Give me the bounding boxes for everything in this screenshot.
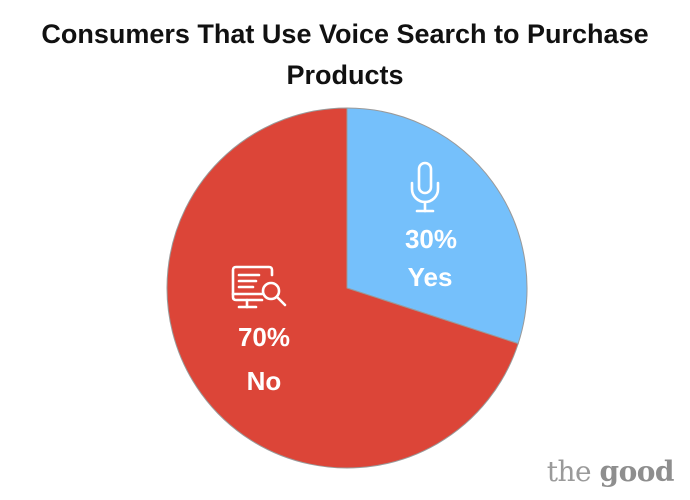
chart-title: Consumers That Use Voice Search to Purch… [0, 14, 690, 96]
chart-title-line-1: Consumers That Use Voice Search to Purch… [41, 19, 649, 49]
slice-yes-category-label: Yes [408, 262, 453, 292]
slice-no-category-label: No [247, 366, 282, 396]
pie-slice-yes [346, 107, 528, 345]
slice-yes-percent-label: 30% [405, 224, 457, 254]
pie-slice-no [166, 107, 519, 469]
brand-logo: the good [546, 455, 675, 488]
monitor-search-icon [231, 265, 287, 309]
chart-title-line-2: Products [286, 60, 404, 90]
brand-word-good: good [599, 455, 674, 488]
slice-no-percent-label: 70% [238, 322, 290, 352]
brand-word-the: the [546, 455, 592, 488]
microphone-icon [410, 161, 440, 213]
